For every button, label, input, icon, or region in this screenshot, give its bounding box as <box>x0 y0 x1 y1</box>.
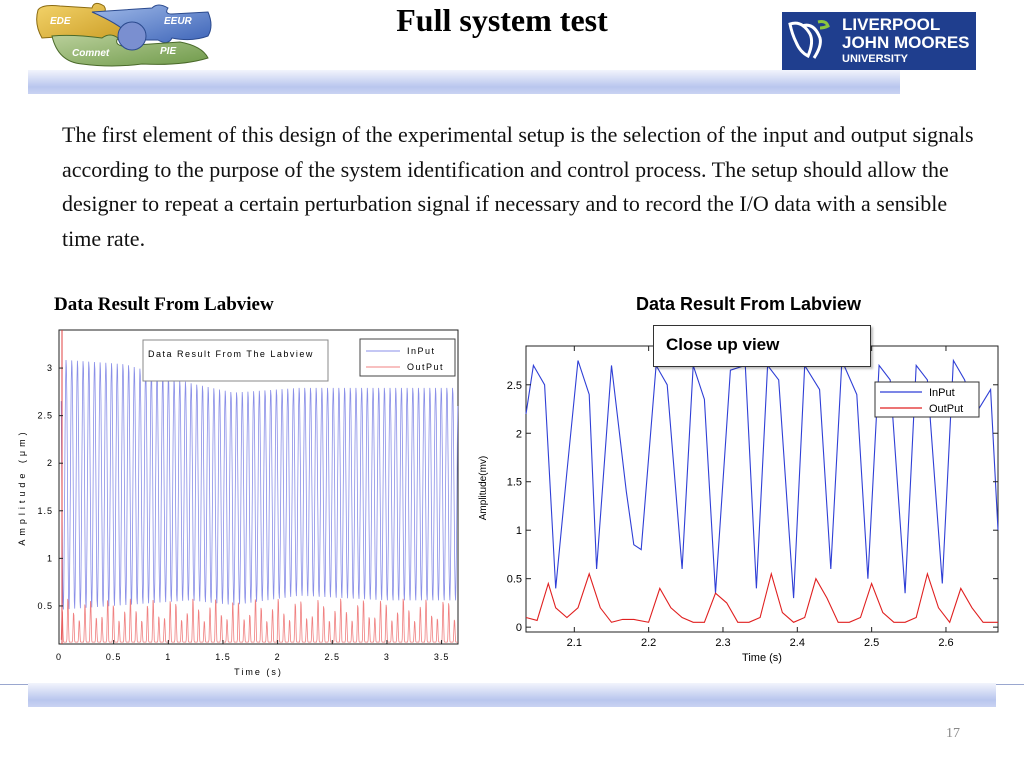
puzzle-word-1: EDE <box>50 16 71 27</box>
puzzle-piece <box>51 34 209 67</box>
puzzle-word-4: PIE <box>160 46 176 57</box>
x-tick-label: 2.2 <box>641 637 656 649</box>
x-tick-label: 2 <box>275 652 281 662</box>
y-axis-label: Amplitude (μm) <box>17 428 27 545</box>
y-tick-label: 0 <box>516 622 522 634</box>
input-series-line <box>60 359 459 610</box>
puzzle-word-2: EEUR <box>164 16 193 27</box>
puzzle-logo: EDE EEUR Comnet PIE <box>36 2 212 67</box>
x-tick-label: 1.5 <box>215 652 231 662</box>
footer-band <box>28 683 996 707</box>
plot-frame <box>525 345 999 633</box>
x-tick-label: 2.5 <box>864 637 879 649</box>
y-tick-label: 2 <box>516 428 522 440</box>
y-tick-label: 2 <box>47 458 53 468</box>
page-number: 17 <box>946 726 960 741</box>
x-tick-label: 2.4 <box>790 637 805 649</box>
x-axis-label: Time (s) <box>742 652 782 664</box>
legend-input-label: InPut <box>407 346 436 356</box>
university-line-1: LIVERPOOL <box>842 15 941 34</box>
legend-box <box>874 381 980 418</box>
slide-title: Full system test <box>396 2 608 38</box>
legend-output-label: OutPut <box>407 362 444 372</box>
x-tick-label: 3 <box>384 652 390 662</box>
y-tick-label: 0.5 <box>37 601 53 611</box>
x-axis-label: Time (s) <box>234 667 283 677</box>
plot-frame <box>58 329 459 645</box>
input-series-line <box>525 358 999 599</box>
legend-output-label: OutPut <box>929 403 963 415</box>
puzzle-word-3: Comnet <box>72 48 110 59</box>
output-series-line <box>60 598 458 643</box>
legend-box <box>359 338 456 377</box>
y-axis-label: Amplitude(mv) <box>478 456 489 520</box>
x-tick-label: 2.3 <box>715 637 730 649</box>
university-line-3: UNIVERSITY <box>842 53 909 65</box>
puzzle-center <box>117 21 147 51</box>
right-chart-caption: Data Result From Labview <box>636 294 862 314</box>
y-tick-label: 2.5 <box>507 380 522 392</box>
x-tick-label: 0.5 <box>106 652 122 662</box>
closeup-callout: Close up view <box>653 325 871 367</box>
x-tick-label: 1 <box>165 652 171 662</box>
y-tick-label: 2.5 <box>37 411 53 421</box>
x-tick-label: 2.5 <box>325 652 341 662</box>
closeup-label: Close up view <box>666 335 780 354</box>
output-series-line <box>525 571 998 624</box>
y-tick-label: 1 <box>47 553 53 563</box>
y-tick-label: 3 <box>47 363 53 373</box>
chart-title-box <box>142 339 329 382</box>
y-tick-label: 0.5 <box>507 574 522 586</box>
liverbird-icon <box>788 20 830 59</box>
x-tick-label: 0 <box>56 652 62 662</box>
legend-input-label: InPut <box>929 387 955 399</box>
header-band <box>28 70 900 94</box>
university-line-2: JOHN MOORES <box>842 33 970 52</box>
y-tick-label: 1 <box>516 525 522 537</box>
chart-title: Data Result From The Labview <box>148 349 314 359</box>
body-paragraph: The first element of this design of the … <box>62 122 974 251</box>
x-tick-label: 3.5 <box>434 652 450 662</box>
left-chart-caption: Data Result From Labview <box>54 294 274 315</box>
university-logo: LIVERPOOL JOHN MOORES UNIVERSITY <box>782 12 976 70</box>
y-tick-label: 1.5 <box>507 477 522 489</box>
x-tick-label: 2.1 <box>567 637 582 649</box>
x-tick-label: 2.6 <box>938 637 953 649</box>
y-tick-label: 1.5 <box>37 506 53 516</box>
